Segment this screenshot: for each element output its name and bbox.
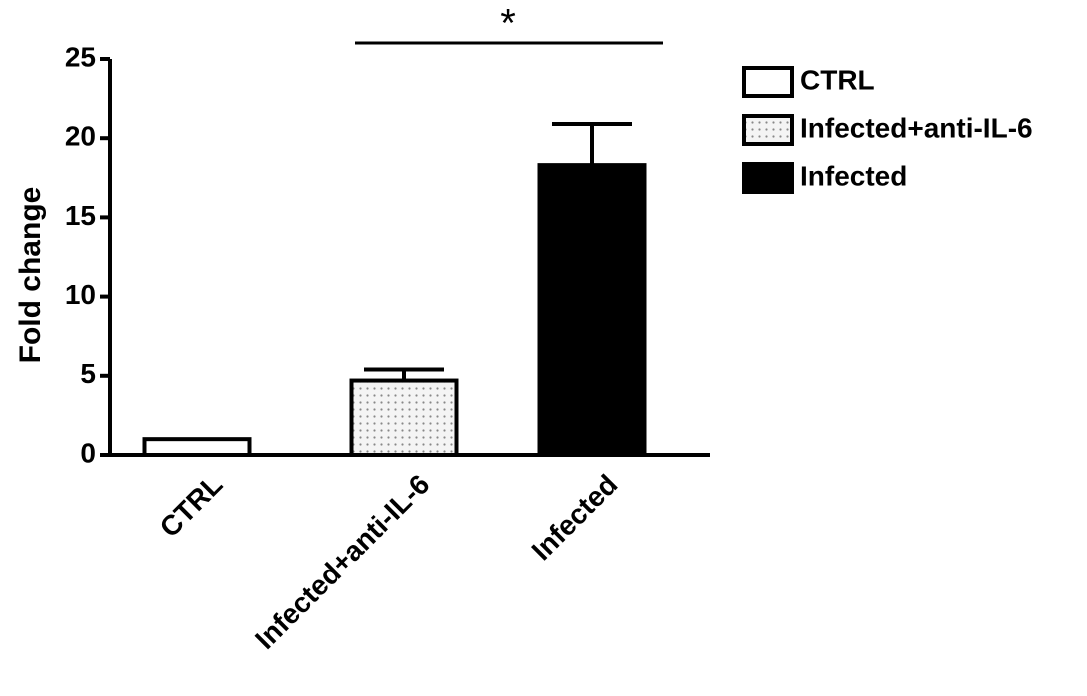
- x-tick-label: Infected+anti-IL-6: [249, 469, 435, 655]
- y-tick-label: 10: [65, 279, 96, 310]
- legend-label: CTRL: [800, 64, 875, 95]
- bar: [537, 163, 647, 458]
- legend-swatch: [742, 162, 794, 194]
- legend-label: Infected+anti-IL-6: [800, 112, 1033, 143]
- x-tick-label: CTRL: [154, 469, 229, 544]
- legend-swatch: [742, 66, 794, 98]
- legend-label: Infected: [800, 160, 907, 191]
- y-axis-label: Fold change: [14, 187, 47, 364]
- bar: [349, 378, 459, 457]
- bar: [142, 437, 252, 458]
- y-tick-label: 20: [65, 121, 96, 152]
- x-tick-label: Infected: [526, 469, 624, 567]
- y-tick-label: 0: [80, 437, 96, 468]
- legend-swatch: [742, 114, 794, 146]
- y-tick-label: 25: [65, 41, 96, 72]
- y-tick-label: 5: [80, 358, 96, 389]
- significance-mark: *: [500, 2, 516, 46]
- y-tick-label: 15: [65, 200, 96, 231]
